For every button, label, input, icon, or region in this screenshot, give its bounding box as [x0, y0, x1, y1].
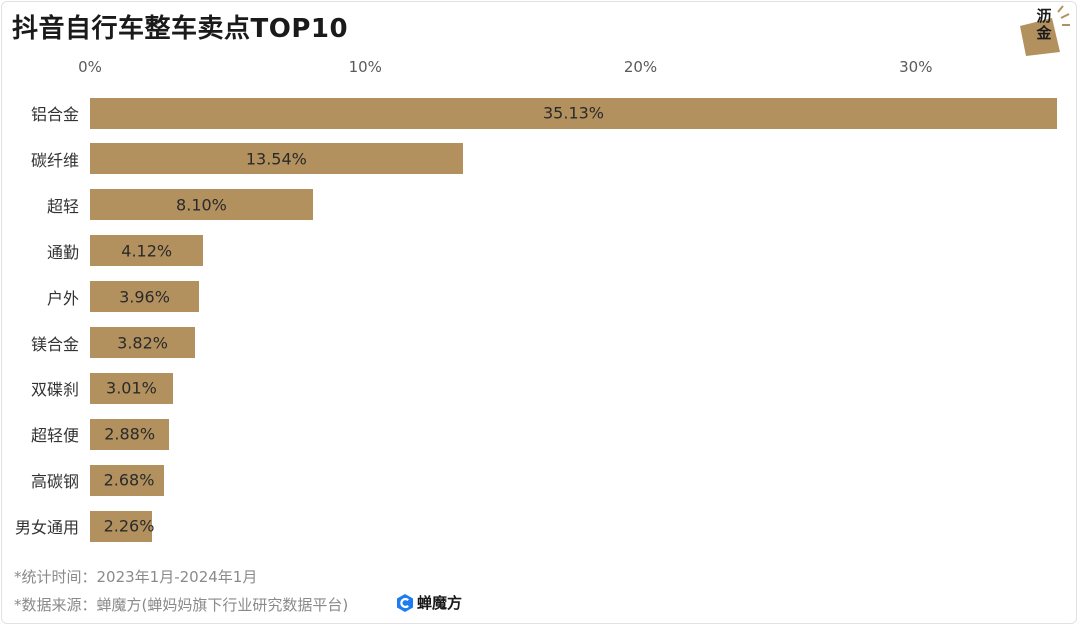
bar-value-label: 2.26%: [103, 516, 155, 536]
bar-value-label: 3.82%: [117, 333, 168, 352]
bar: [90, 189, 313, 221]
bar-value-label: 3.01%: [106, 378, 157, 398]
x-tick-label: 20%: [623, 58, 658, 76]
lijin-logo: 沥金: [1014, 4, 1072, 58]
lijin-logo-text: 沥金: [1036, 7, 1052, 42]
bar-value-label: 2.68%: [103, 470, 155, 490]
bar: [90, 464, 164, 496]
bar: [90, 97, 1057, 129]
bar: [90, 143, 463, 175]
x-tick-label: 0%: [78, 58, 102, 76]
brand-badge: 蝉魔方: [395, 592, 462, 613]
footnote-period: *统计时间：2023年1月-2024年1月: [14, 568, 258, 586]
bar-value-label: 2.88%: [104, 424, 156, 444]
x-tick-label: 30%: [899, 58, 933, 76]
x-tick-label: 10%: [348, 58, 382, 76]
bar: [90, 372, 173, 404]
category-label: 碳纤维: [30, 150, 79, 170]
bar: [90, 281, 199, 313]
category-label: 男女通用: [14, 518, 79, 538]
bar: [90, 418, 170, 450]
footnote-source: *数据来源：蝉魔方(蝉妈妈旗下行业研究数据平台): [14, 596, 349, 614]
category-label: 铝合金: [30, 105, 79, 124]
cmf-logo-icon: [397, 593, 413, 612]
category-label: 通勤: [46, 242, 79, 262]
bar: [90, 510, 153, 542]
lijin-logo-icon: [1020, 5, 1070, 56]
bar: [90, 327, 196, 358]
bar-value-label: 13.54%: [245, 149, 307, 169]
category-label: 高碳钢: [30, 472, 79, 492]
category-label: 镁合金: [30, 334, 79, 354]
bar-value-label: 4.12%: [121, 241, 173, 261]
bar: [90, 235, 204, 267]
bar-value-label: 35.13%: [542, 103, 605, 123]
brand-name: 蝉魔方: [417, 594, 463, 612]
bar-value-label: 3.96%: [119, 287, 170, 307]
category-label: 超轻便: [30, 426, 79, 446]
category-label: 超轻: [46, 196, 79, 216]
category-label: 户外: [46, 288, 79, 308]
category-label: 双碟刹: [30, 380, 79, 400]
chart-title: 抖音自行车整车卖点TOP10: [12, 14, 349, 44]
bar-value-label: 8.10%: [176, 195, 227, 215]
